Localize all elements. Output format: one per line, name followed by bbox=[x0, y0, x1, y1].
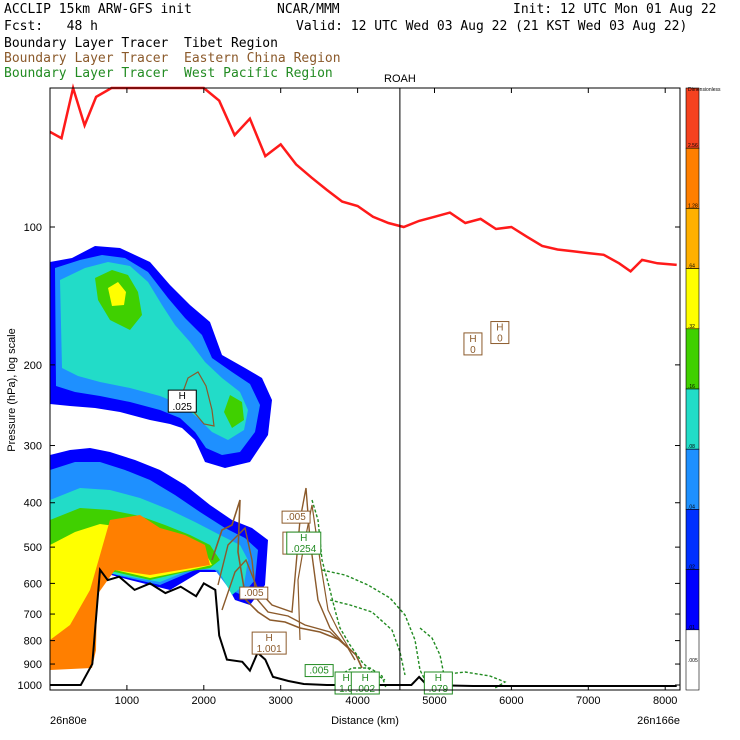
colorbar-level-label: .16 bbox=[688, 384, 695, 390]
tracer-contours bbox=[179, 371, 507, 690]
x-tick-label: 3000 bbox=[268, 695, 292, 707]
colorbar-level-label: .01 bbox=[688, 625, 695, 631]
max-label-box bbox=[281, 510, 311, 524]
max-label-letter: H bbox=[179, 391, 186, 402]
colorbar-swatch bbox=[685, 448, 700, 510]
y-tick-label: 100 bbox=[24, 222, 42, 234]
colorbar-level-label: .005 bbox=[688, 658, 698, 664]
y-tick-label: 200 bbox=[24, 360, 42, 372]
west-pacific-contour bbox=[419, 627, 451, 689]
colorbar-swatch bbox=[685, 208, 700, 269]
x-tick-label: 4000 bbox=[345, 695, 369, 707]
colorbar-swatch bbox=[685, 147, 700, 209]
header-org: NCAR/MMM bbox=[277, 2, 340, 17]
terrain-line bbox=[50, 566, 677, 687]
max-label-value: 0 bbox=[497, 334, 503, 345]
max-label-box bbox=[239, 586, 269, 600]
colorbar-swatch bbox=[685, 328, 700, 390]
max-label-value: .025 bbox=[173, 402, 193, 413]
x-axis: 1000 2000 3000 4000 5000 6000 7000 8000 bbox=[49, 88, 677, 707]
max-label-box bbox=[490, 321, 510, 345]
y-axis: 100 200 300 400 500 600 700 800 900 1000 bbox=[18, 222, 680, 692]
tracer-shading-upper-green bbox=[95, 270, 244, 428]
colorbar-swatch bbox=[685, 509, 700, 570]
colorbar-level-label: 1.28 bbox=[688, 203, 698, 209]
max-label-value: 1.001 bbox=[257, 644, 282, 655]
max-label-box bbox=[350, 671, 380, 695]
max-label-letter: H bbox=[342, 673, 349, 684]
max-label-letter: H bbox=[469, 334, 476, 345]
colorbar-level-label: .04 bbox=[688, 504, 695, 510]
x-endpoint-right: 26n166e bbox=[637, 715, 680, 727]
colorbar-swatch bbox=[685, 629, 700, 691]
max-label-letter: H bbox=[435, 673, 442, 684]
legend-tibet: Boundary Layer Tracer Tibet Region bbox=[4, 36, 278, 51]
header-init: Init: 12 UTC Mon 01 Aug 22 bbox=[513, 2, 717, 17]
max-label-letter: H bbox=[362, 673, 369, 684]
x-tick-label: 5000 bbox=[422, 695, 446, 707]
west-pacific-contour bbox=[439, 671, 507, 689]
max-label-box bbox=[251, 631, 287, 655]
west-pacific-contour bbox=[329, 599, 406, 676]
x-axis-label: Distance (km) bbox=[331, 715, 399, 727]
x-tick-label: 2000 bbox=[192, 695, 216, 707]
colorbar-swatch bbox=[685, 569, 700, 631]
max-label-box bbox=[167, 389, 197, 413]
legend-eastern-china: Boundary Layer Tracer Eastern China Regi… bbox=[4, 51, 341, 66]
tracer-shading bbox=[50, 246, 272, 670]
y-tick-label: 300 bbox=[24, 441, 42, 453]
header-fcst: Fcst: 48 h bbox=[4, 19, 98, 34]
y-tick-label: 600 bbox=[24, 578, 42, 590]
y-tick-label: 800 bbox=[24, 636, 42, 648]
max-label-box bbox=[286, 531, 322, 555]
header-valid: Valid: 12 UTC Wed 03 Aug 22 (21 KST Wed … bbox=[296, 19, 688, 34]
colorbar-level-label: .64 bbox=[688, 264, 695, 270]
colorbar-level-label: .32 bbox=[688, 324, 695, 330]
x-endpoint-left: 26n80e bbox=[50, 715, 87, 727]
max-label-box bbox=[463, 332, 483, 356]
colorbar-top-label: Dimensionless bbox=[688, 87, 721, 93]
max-label-value: .005 bbox=[286, 512, 306, 523]
colorbar-level-label: 2.56 bbox=[688, 143, 698, 149]
max-label-value: 0 bbox=[470, 345, 476, 356]
header-model: ACCLIP 15km ARW-GFS init bbox=[4, 2, 192, 17]
tracer-shading-lower-orange bbox=[50, 515, 210, 670]
y-axis-label: Pressure (hPa), log scale bbox=[6, 328, 18, 452]
x-tick-label: 1000 bbox=[115, 695, 139, 707]
max-label-letter: H bbox=[266, 633, 273, 644]
tracer-shading-upper-yellow bbox=[108, 282, 126, 306]
eastern-china-contour bbox=[217, 526, 356, 661]
x-tick-label: 7000 bbox=[576, 695, 600, 707]
colorbar: Dimensionless 2.56 1.28 .64 .32 .16 .08 .04 .02.… bbox=[685, 87, 721, 691]
west-pacific-contour bbox=[321, 569, 431, 690]
colorbar-level-label: .08 bbox=[688, 444, 695, 450]
colorbar-swatch bbox=[685, 87, 700, 149]
colorbar-swatch bbox=[685, 268, 700, 330]
max-label-value: .0254 bbox=[291, 544, 316, 555]
y-tick-label: 500 bbox=[24, 542, 42, 554]
max-label-box bbox=[304, 664, 334, 678]
x-tick-label: 6000 bbox=[499, 695, 523, 707]
roah-marker-label: ROAH bbox=[384, 73, 416, 85]
west-pacific-contour bbox=[339, 667, 387, 689]
colorbar-level-label: .02 bbox=[688, 565, 695, 571]
y-tick-label: 400 bbox=[24, 498, 42, 510]
max-label-letter: H bbox=[300, 533, 307, 544]
max-label-box bbox=[423, 671, 453, 695]
plot-frame bbox=[49, 87, 681, 691]
max-label-value: .005 bbox=[309, 666, 329, 677]
eastern-china-contour bbox=[221, 487, 346, 646]
y-tick-label: 900 bbox=[24, 659, 42, 671]
colorbar-swatch bbox=[685, 388, 700, 450]
y-tick-label: 1000 bbox=[18, 680, 42, 692]
x-tick-label: 8000 bbox=[653, 695, 677, 707]
max-label-value: .005 bbox=[244, 588, 264, 599]
legend-west-pacific: Boundary Layer Tracer West Pacific Regio… bbox=[4, 66, 333, 81]
max-label-letter: H bbox=[496, 323, 503, 334]
y-tick-label: 700 bbox=[24, 609, 42, 621]
